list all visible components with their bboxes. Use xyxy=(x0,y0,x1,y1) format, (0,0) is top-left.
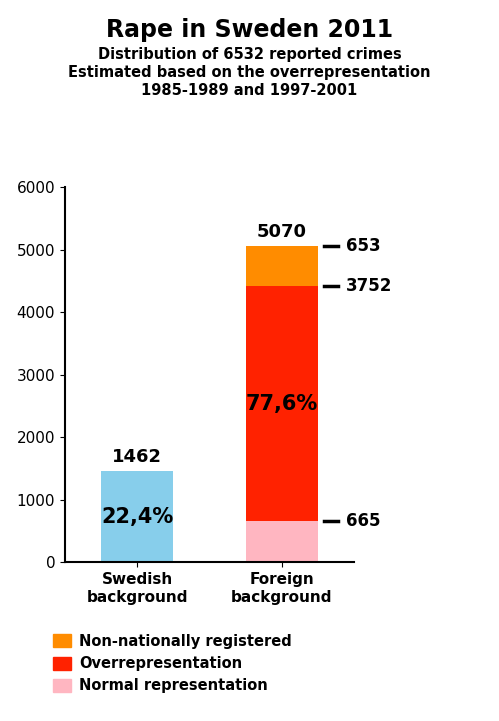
Text: 22,4%: 22,4% xyxy=(101,507,173,527)
Bar xyxy=(101,471,173,562)
Bar xyxy=(246,521,318,562)
Text: 3752: 3752 xyxy=(346,278,392,296)
Text: 5070: 5070 xyxy=(257,223,307,241)
Text: 665: 665 xyxy=(346,512,380,530)
Text: 77,6%: 77,6% xyxy=(246,394,318,414)
Text: 1985-1989 and 1997-2001: 1985-1989 and 1997-2001 xyxy=(141,83,358,98)
Text: 653: 653 xyxy=(346,236,380,255)
Text: Distribution of 6532 reported crimes: Distribution of 6532 reported crimes xyxy=(98,47,401,62)
Text: Rape in Sweden 2011: Rape in Sweden 2011 xyxy=(106,18,393,42)
Bar xyxy=(246,246,318,286)
Legend: Non-nationally registered, Overrepresentation, Normal representation: Non-nationally registered, Overrepresent… xyxy=(47,628,298,699)
Bar xyxy=(246,286,318,521)
Text: Estimated based on the overrepresentation: Estimated based on the overrepresentatio… xyxy=(68,65,431,80)
Text: 1462: 1462 xyxy=(112,448,162,466)
